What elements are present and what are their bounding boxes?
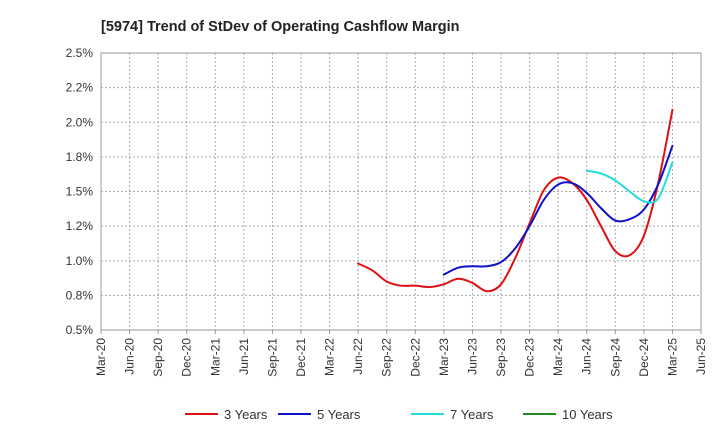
x-tick-label: Jun-24 (580, 338, 594, 375)
y-tick-label: 2.2% (66, 81, 94, 95)
x-tick-label: Jun-23 (465, 338, 479, 375)
x-tick-label: Sep-20 (151, 338, 165, 377)
series-line-7-years (585, 161, 674, 204)
legend-label: 3 Years (224, 407, 268, 422)
y-tick-label: 1.2% (66, 219, 94, 233)
y-tick-label: 0.8% (66, 288, 94, 302)
x-tick-label: Dec-20 (180, 338, 194, 377)
x-tick-label: Sep-24 (608, 338, 622, 377)
series-line-3-years (357, 108, 674, 293)
y-tick-label: 2.5% (66, 46, 94, 60)
legend-label: 5 Years (317, 407, 361, 422)
x-tick-label: Dec-23 (523, 338, 537, 377)
y-tick-label: 1.5% (66, 185, 94, 199)
x-tick-label: Mar-25 (665, 338, 679, 376)
x-tick-label: Mar-21 (208, 338, 222, 376)
x-tick-label: Mar-24 (551, 338, 565, 376)
x-tick-label: Dec-22 (408, 338, 422, 377)
x-tick-label: Mar-23 (437, 338, 451, 376)
x-tick-label: Sep-21 (265, 338, 279, 377)
legend-label: 7 Years (450, 407, 494, 422)
x-tick-label: Sep-23 (494, 338, 508, 377)
grid-lines (101, 53, 701, 330)
y-tick-label: 0.5% (66, 323, 94, 337)
y-tick-label: 2.0% (66, 115, 94, 129)
x-tick-label: Jun-21 (237, 338, 251, 375)
y-tick-label: 1.8% (66, 150, 94, 164)
axis-labels: Mar-20 Jun-20 Sep-20 Dec-20 Mar-21 Jun-21 Sep-… (66, 46, 708, 377)
legend: 3 Years 5 Years 7 Years 10 Years (185, 407, 613, 422)
y-tick-label: 1.0% (66, 254, 94, 268)
x-tick-label: Jun-25 (694, 338, 708, 375)
x-tick-label: Sep-22 (380, 338, 394, 377)
x-tick-label: Dec-21 (294, 338, 308, 377)
series-line-5-years (442, 144, 674, 276)
x-tick-label: Dec-24 (637, 338, 651, 377)
series-lines (357, 108, 674, 293)
x-tick-label: Jun-22 (351, 338, 365, 375)
x-tick-label: Mar-20 (94, 338, 108, 376)
x-tick-label: Mar-22 (323, 338, 337, 376)
chart-title: [5974] Trend of StDev of Operating Cashf… (101, 19, 460, 35)
x-tick-label: Jun-20 (123, 338, 137, 375)
legend-label: 10 Years (562, 407, 613, 422)
